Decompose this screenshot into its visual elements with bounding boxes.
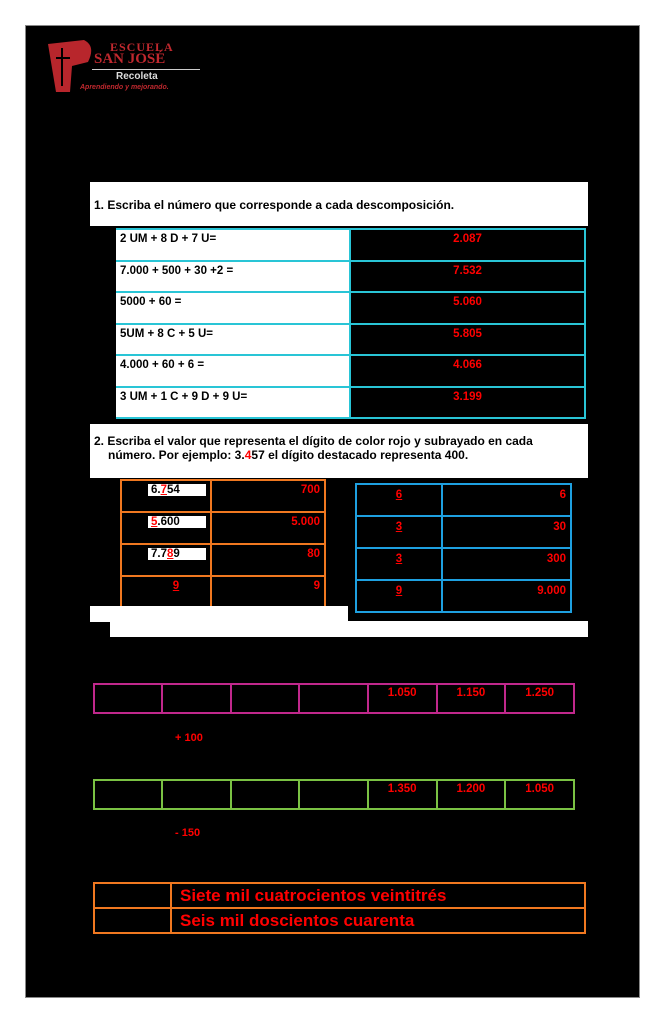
q1-row: 7.000 + 500 + 30 +2 = 7.532 [112,259,586,293]
q1-row: 5000 + 60 = 5.060 [112,291,586,325]
sequence-cell[interactable] [161,683,232,714]
q1-row: 3 UM + 1 C + 9 D + 9 U= 3.199 [112,385,586,419]
q2-left-row: 6.754 700 [120,479,326,513]
words-row: Siete mil cuatrocientos veintitrés [93,882,586,909]
q2-value[interactable]: 80 [210,543,326,577]
q1-expression: 3 UM + 1 C + 9 D + 9 U= [112,385,351,419]
q1-answer[interactable]: 4.066 [349,354,586,388]
q2-right-table: 6 6 3 30 3 300 9 9.000 [355,483,572,613]
sequence-cell[interactable] [298,779,369,810]
words-table: Siete mil cuatrocientos veintitrés Seis m… [93,882,586,934]
q2-right-row: 3 300 [355,547,572,581]
q2-example-digit: 4 [244,448,252,462]
highlighted-digit: 7 [160,484,167,496]
q2-title-line2a: número. Por ejemplo: 3. [108,448,245,462]
sequence-cell[interactable]: 1.350 [366,779,438,810]
sequence-2-table: 1.350 1.200 1.050 [92,779,575,810]
words-row: Seis mil doscientos cuarenta [93,907,586,934]
sequence-cell[interactable] [229,683,301,714]
logo-line1: ESCUELA [110,40,174,54]
q2-left-row: 5.600 5.000 [120,511,326,545]
q2-right-row: 3 30 [355,515,572,549]
sequence-cell[interactable] [298,683,369,714]
highlighted-digit: 8 [167,548,174,560]
highlighted-digit: 9 [395,585,403,597]
q1-row: 5UM + 8 C + 5 U= 5.805 [112,322,586,356]
q2-number: 6.754 [148,484,206,496]
q1-expression: 4.000 + 60 + 6 = [112,354,351,388]
q1-answer[interactable]: 2.087 [349,228,586,262]
sequence-cell[interactable]: 1.250 [504,683,575,714]
school-logo: ESCUELA SAN JOSÉ Recoleta Aprendiendo y … [44,36,214,96]
q1-row: 2 UM + 8 D + 7 U= 2.087 [112,228,586,262]
q1-expression: 7.000 + 500 + 30 +2 = [112,259,351,293]
q1-expression: 2 UM + 8 D + 7 U= [112,228,351,262]
sequence-cell[interactable] [92,683,164,714]
q2-left-table: 6.754 700 5.600 5.000 7.789 80 9 9 [120,479,326,609]
sequence-1-rule: + 100 [175,732,203,744]
q2-title: 2. Escriba el valor que representa el dí… [90,424,588,478]
q2-value[interactable]: 300 [441,547,572,581]
q2-title-line1: 2. Escriba el valor que representa el dí… [94,434,533,448]
highlighted-digit: 3 [395,521,403,533]
sequence-cell[interactable]: 1.150 [435,683,507,714]
q1-expression: 5000 + 60 = [112,291,351,325]
q1-answer[interactable]: 3.199 [349,385,586,419]
sequence-cell[interactable] [92,779,164,810]
highlighted-digit: 3 [395,553,403,565]
q2-right-row: 9 9.000 [355,579,572,613]
q2-value[interactable]: 6 [441,483,572,517]
q2-number: 7.789 [148,548,206,560]
q1-row: 4.000 + 60 + 6 = 4.066 [112,354,586,388]
sequence-cell[interactable] [161,779,232,810]
logo-line2: SAN JOSÉ [94,51,166,67]
q2-value[interactable]: 700 [210,479,326,513]
q1-answer[interactable]: 7.532 [349,259,586,293]
logo-tagline: Aprendiendo y mejorando. [80,84,169,91]
word-number[interactable] [93,907,172,934]
logo-emblem-icon [48,40,92,92]
q1-answer[interactable]: 5.805 [349,322,586,356]
highlighted-digit: 6 [395,489,403,501]
sequence-cell[interactable]: 1.050 [504,779,575,810]
q1-table: 2 UM + 8 D + 7 U= 2.087 7.000 + 500 + 30 +… [112,228,586,419]
white-bar [90,606,348,622]
q2-left-row: 7.789 80 [120,543,326,577]
q2-value[interactable]: 9.000 [441,579,572,613]
word-text: Seis mil doscientos cuarenta [170,907,586,934]
q2-value[interactable]: 5.000 [210,511,326,545]
white-bar [110,621,588,637]
q1-title: 1. Escriba el número que corresponde a c… [90,182,588,226]
highlighted-digit: 5 [151,516,158,528]
word-number[interactable] [93,882,172,909]
word-text: Siete mil cuatrocientos veintitrés [170,882,586,909]
sequence-cell[interactable]: 1.200 [435,779,507,810]
q2-title-line2b: 57 el dígito destacado representa 400. [251,448,469,462]
sequence-2-rule: - 150 [175,827,201,839]
q1-answer[interactable]: 5.060 [349,291,586,325]
q1-expression: 5UM + 8 C + 5 U= [112,322,351,356]
sequence-1-table: 1.050 1.150 1.250 [92,683,575,714]
sequence-cell[interactable]: 1.050 [366,683,438,714]
q2-value[interactable]: 30 [441,515,572,549]
q2-value[interactable]: 9 [210,575,326,609]
q2-number: 5.600 [148,516,206,528]
sequence-cell[interactable] [229,779,301,810]
highlighted-digit: 9 [172,580,180,592]
logo-line3: Recoleta [116,71,158,82]
